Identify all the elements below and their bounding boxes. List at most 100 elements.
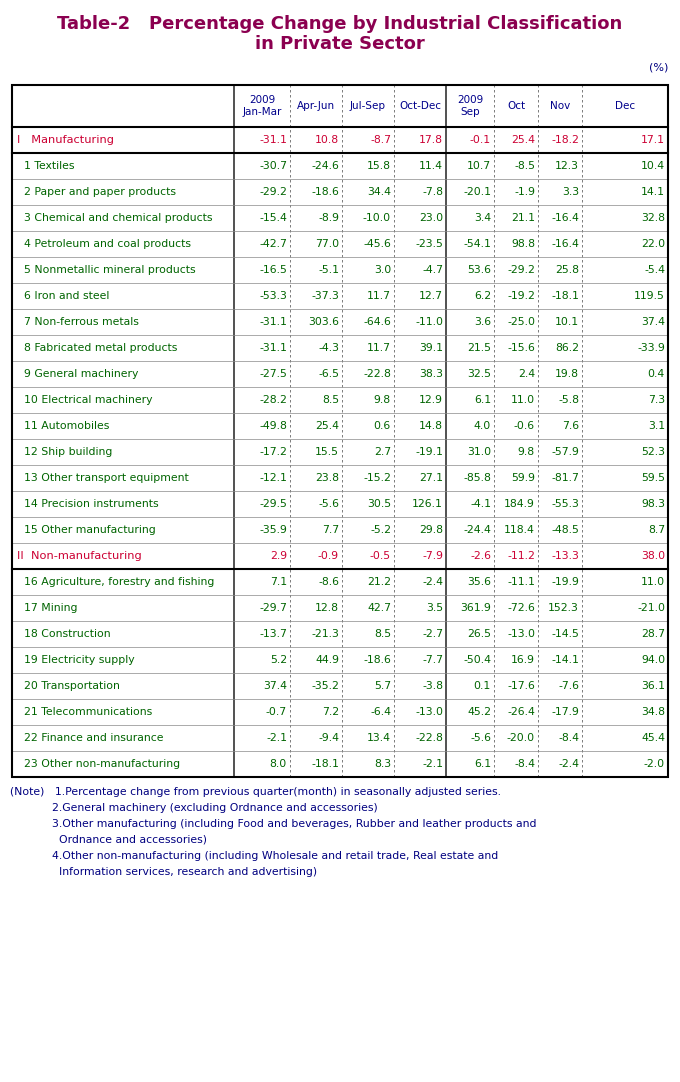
Text: -0.9: -0.9 [318, 551, 339, 560]
Text: 12.9: 12.9 [419, 395, 443, 405]
Text: -27.5: -27.5 [259, 369, 287, 379]
Text: -19.9: -19.9 [551, 577, 579, 588]
Text: -25.0: -25.0 [507, 317, 535, 327]
Text: -29.2: -29.2 [259, 187, 287, 197]
Text: -2.4: -2.4 [422, 577, 443, 588]
Text: 7.7: 7.7 [322, 525, 339, 535]
Text: Ordnance and accessories): Ordnance and accessories) [10, 835, 207, 845]
Text: -2.0: -2.0 [644, 758, 665, 769]
Text: 86.2: 86.2 [555, 343, 579, 353]
Text: -5.6: -5.6 [318, 499, 339, 509]
Text: 19 Electricity supply: 19 Electricity supply [17, 655, 135, 665]
Text: 59.5: 59.5 [641, 473, 665, 483]
Text: 3.1: 3.1 [648, 421, 665, 431]
Text: 52.3: 52.3 [641, 447, 665, 457]
Text: 23 Other non-manufacturing: 23 Other non-manufacturing [17, 758, 180, 769]
Text: -81.7: -81.7 [551, 473, 579, 483]
Text: 119.5: 119.5 [634, 291, 665, 301]
Text: 17.1: 17.1 [641, 135, 665, 145]
Text: 13.4: 13.4 [367, 733, 391, 743]
Text: 10 Electrical machinery: 10 Electrical machinery [17, 395, 152, 405]
Text: Dec: Dec [615, 101, 635, 111]
Text: 9.8: 9.8 [518, 447, 535, 457]
Text: 39.1: 39.1 [419, 343, 443, 353]
Text: -57.9: -57.9 [551, 447, 579, 457]
Text: 8.0: 8.0 [270, 758, 287, 769]
Text: 36.1: 36.1 [641, 681, 665, 691]
Text: 7.6: 7.6 [562, 421, 579, 431]
Text: -0.6: -0.6 [514, 421, 535, 431]
Text: 29.8: 29.8 [419, 525, 443, 535]
Text: 8.3: 8.3 [374, 758, 391, 769]
Text: -13.0: -13.0 [507, 629, 535, 639]
Text: -17.6: -17.6 [507, 681, 535, 691]
Text: 21 Telecommunications: 21 Telecommunications [17, 707, 152, 717]
Text: -20.0: -20.0 [507, 733, 535, 743]
Text: -13.0: -13.0 [415, 707, 443, 717]
Text: -12.1: -12.1 [259, 473, 287, 483]
Text: -55.3: -55.3 [551, 499, 579, 509]
Text: 37.4: 37.4 [263, 681, 287, 691]
Text: 27.1: 27.1 [419, 473, 443, 483]
Text: -29.7: -29.7 [259, 603, 287, 613]
Text: 11.7: 11.7 [367, 343, 391, 353]
Text: 17 Mining: 17 Mining [17, 603, 78, 613]
Text: 11.0: 11.0 [511, 395, 535, 405]
Text: 98.8: 98.8 [511, 239, 535, 249]
Text: 8.5: 8.5 [322, 395, 339, 405]
Text: -22.8: -22.8 [415, 733, 443, 743]
Text: -31.1: -31.1 [259, 343, 287, 353]
Text: 152.3: 152.3 [548, 603, 579, 613]
Text: 32.5: 32.5 [467, 369, 491, 379]
Text: 15.8: 15.8 [367, 161, 391, 171]
Text: -6.5: -6.5 [318, 369, 339, 379]
Text: -49.8: -49.8 [259, 421, 287, 431]
Text: 77.0: 77.0 [315, 239, 339, 249]
Text: 3.5: 3.5 [426, 603, 443, 613]
Text: 3.Other manufacturing (including Food and beverages, Rubber and leather products: 3.Other manufacturing (including Food an… [10, 819, 537, 829]
Text: 53.6: 53.6 [467, 265, 491, 275]
Text: -5.4: -5.4 [644, 265, 665, 275]
Text: Nov: Nov [550, 101, 570, 111]
Text: -7.7: -7.7 [422, 655, 443, 665]
Text: -37.3: -37.3 [311, 291, 339, 301]
Text: in Private Sector: in Private Sector [255, 35, 425, 53]
Text: -3.8: -3.8 [422, 681, 443, 691]
Text: 45.4: 45.4 [641, 733, 665, 743]
Text: 7 Non-ferrous metals: 7 Non-ferrous metals [17, 317, 139, 327]
Text: -16.4: -16.4 [551, 213, 579, 223]
Text: -53.3: -53.3 [259, 291, 287, 301]
Text: -0.1: -0.1 [470, 135, 491, 145]
Text: 0.6: 0.6 [374, 421, 391, 431]
Text: -20.1: -20.1 [463, 187, 491, 197]
Text: 34.8: 34.8 [641, 707, 665, 717]
Text: -24.4: -24.4 [463, 525, 491, 535]
Text: -5.1: -5.1 [318, 265, 339, 275]
Text: 7.2: 7.2 [322, 707, 339, 717]
Text: 21.1: 21.1 [511, 213, 535, 223]
Text: 9.8: 9.8 [374, 395, 391, 405]
Text: 7.1: 7.1 [270, 577, 287, 588]
Text: 15 Other manufacturing: 15 Other manufacturing [17, 525, 156, 535]
Text: 4.Other non-manufacturing (including Wholesale and retail trade, Real estate and: 4.Other non-manufacturing (including Who… [10, 852, 498, 861]
Text: -19.2: -19.2 [507, 291, 535, 301]
Text: 44.9: 44.9 [315, 655, 339, 665]
Text: 0.1: 0.1 [474, 681, 491, 691]
Text: 12 Ship building: 12 Ship building [17, 447, 112, 457]
Text: 26.5: 26.5 [467, 629, 491, 639]
Text: 14.1: 14.1 [641, 187, 665, 197]
Text: 6.1: 6.1 [474, 758, 491, 769]
Text: 23.8: 23.8 [315, 473, 339, 483]
Text: 12.7: 12.7 [419, 291, 443, 301]
Text: -42.7: -42.7 [259, 239, 287, 249]
Text: 11.7: 11.7 [367, 291, 391, 301]
Text: 0.4: 0.4 [648, 369, 665, 379]
Text: 25.8: 25.8 [555, 265, 579, 275]
Text: 11.0: 11.0 [641, 577, 665, 588]
Text: 4.0: 4.0 [474, 421, 491, 431]
Text: 361.9: 361.9 [460, 603, 491, 613]
Text: -35.9: -35.9 [259, 525, 287, 535]
Text: 19.8: 19.8 [555, 369, 579, 379]
Text: -5.8: -5.8 [558, 395, 579, 405]
Text: 37.4: 37.4 [641, 317, 665, 327]
